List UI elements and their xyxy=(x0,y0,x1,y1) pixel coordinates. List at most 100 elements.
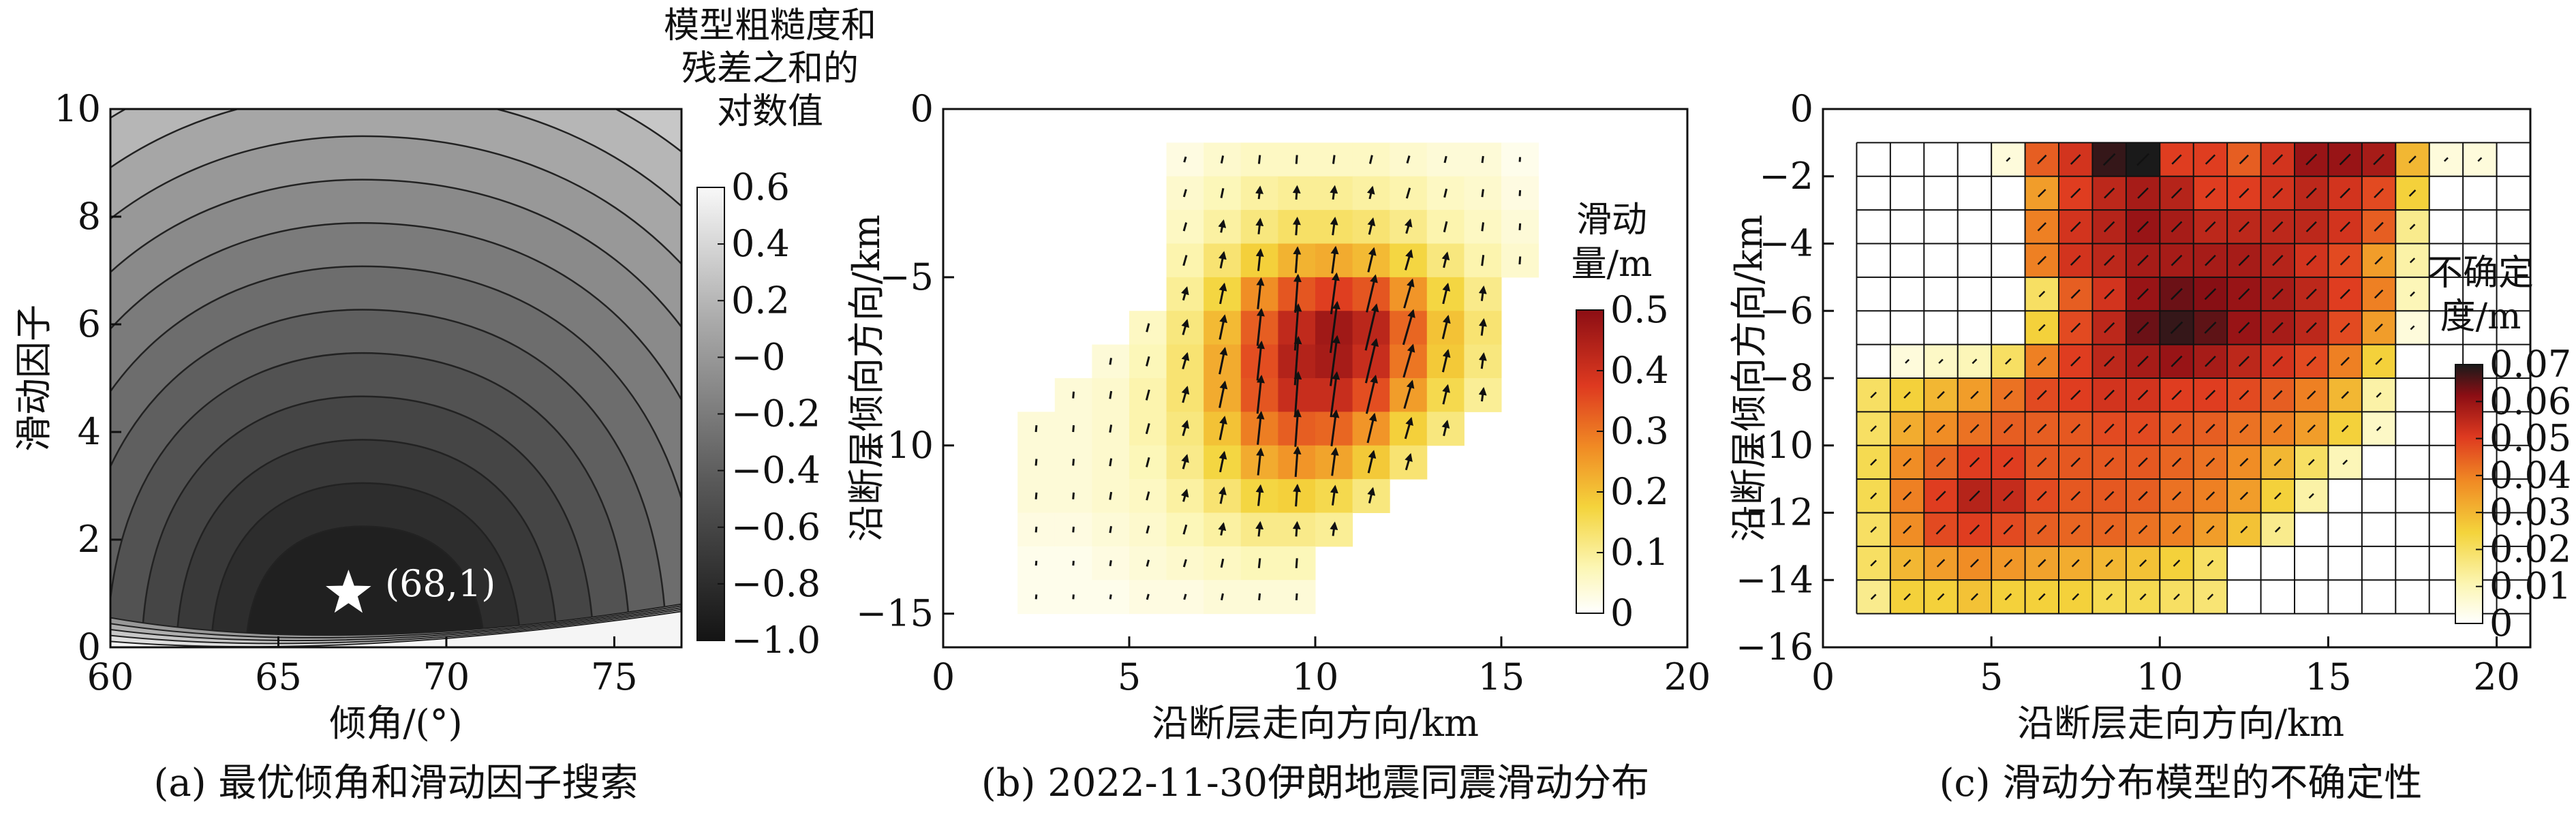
colorbar-b-title-line1: 滑动 xyxy=(1576,200,1647,241)
uncertainty-arrow xyxy=(2003,524,2014,535)
slip-arrow xyxy=(1478,386,1487,402)
uncertainty-arrow xyxy=(2340,322,2350,333)
uncertainty-arrow xyxy=(2272,221,2284,232)
slip-arrow xyxy=(1109,594,1112,600)
slip-arrow xyxy=(1481,155,1484,164)
uncertainty-arrow xyxy=(2305,322,2317,333)
uncertainty-arrow xyxy=(2410,291,2415,297)
slip-arrow xyxy=(1403,278,1415,309)
colorbar-c-bar xyxy=(2455,364,2483,624)
uncertainty-arrow xyxy=(2171,423,2182,434)
slip-arrow xyxy=(1072,391,1075,399)
contour-band xyxy=(110,611,681,647)
slip-arrow xyxy=(1441,349,1451,373)
contour-bottom-bands xyxy=(110,603,681,647)
slip-arrow xyxy=(1295,593,1298,601)
slip-arrow xyxy=(1441,251,1450,268)
uncertainty-arrow xyxy=(1936,424,1946,433)
uncertainty-arrow xyxy=(2239,424,2249,433)
slip-arrow xyxy=(1146,491,1150,501)
slip-arrow xyxy=(1109,358,1112,365)
slip-arrow xyxy=(1257,558,1261,568)
uncertainty-arrow xyxy=(2341,424,2349,433)
uncertainty-arrow xyxy=(2070,390,2081,401)
slip-arrow xyxy=(1218,380,1228,408)
slip-arrow xyxy=(1256,307,1265,346)
slip-arrow xyxy=(1256,374,1265,414)
slip-arrow xyxy=(1072,594,1075,600)
caption-a: (a) 最优倾角和滑动因子搜索 xyxy=(154,761,639,805)
slip-arrow xyxy=(1221,593,1224,601)
uncertainty-arrow xyxy=(2376,426,2382,431)
slip-arrow xyxy=(1442,282,1451,305)
slip-arrow xyxy=(1402,309,1415,345)
uncertainty-arrow xyxy=(2273,492,2282,500)
slip-arrow xyxy=(1146,559,1150,567)
uncertainty-arrow xyxy=(2171,390,2182,401)
colorbar-c-tick-label: 0.07 xyxy=(2489,343,2571,386)
slip-arrow xyxy=(1220,188,1225,198)
uncertainty-arrow xyxy=(1902,491,1912,501)
uncertainty-arrow xyxy=(2137,355,2149,367)
panel-a: 60 65 70 75 0 2 4 6 8 10 (68,1) 0.6 0.4 0.2 −0 −0.2 −0… xyxy=(12,5,876,805)
slip-arrow xyxy=(1256,411,1265,445)
uncertainty-arrow xyxy=(2070,525,2081,535)
uncertainty-arrow xyxy=(2104,288,2115,300)
slip-arrow xyxy=(1218,282,1227,305)
slip-arrow xyxy=(1404,416,1413,439)
uncertainty-arrow xyxy=(2006,157,2011,162)
uncertainty-arrow xyxy=(2204,321,2217,334)
slip-arrow xyxy=(1180,489,1189,502)
slip-arrow xyxy=(1034,459,1038,466)
slip-arrow xyxy=(1181,319,1190,335)
uncertainty-arrow xyxy=(2070,221,2081,232)
uncertainty-arrow xyxy=(2070,356,2081,367)
uncertainty-arrow xyxy=(2340,288,2350,300)
uncertainty-arrow xyxy=(2306,356,2317,367)
uncertainty-arrow xyxy=(2137,389,2149,401)
b-ytick-label: −15 xyxy=(856,592,934,635)
colorbar-b-bar xyxy=(1576,309,1604,614)
uncertainty-arrow xyxy=(2104,255,2115,266)
slip-arrow xyxy=(1182,222,1188,232)
uncertainty-arrow xyxy=(1969,424,1980,433)
b-ytick-label: −5 xyxy=(879,256,934,298)
uncertainty-arrow xyxy=(1903,525,1912,534)
slip-arrow xyxy=(1441,420,1450,437)
slip-arrow xyxy=(1329,300,1340,354)
a-xtick-label: 65 xyxy=(255,655,302,698)
uncertainty-arrow xyxy=(2104,322,2115,333)
colorbar-a-tick-label: −0 xyxy=(731,335,786,378)
uncertainty-arrow xyxy=(2037,525,2047,535)
a-ytick-label: 4 xyxy=(78,410,101,453)
slip-arrow xyxy=(1218,219,1227,233)
uncertainty-arrow xyxy=(2139,593,2147,600)
c-ytick-label: −10 xyxy=(1736,424,1813,467)
colorbar-a-tick-label: −0.2 xyxy=(731,392,821,435)
uncertainty-arrow xyxy=(1970,593,1979,601)
slip-arrow xyxy=(1034,560,1038,566)
uncertainty-arrow xyxy=(2239,457,2249,467)
uncertainty-arrow xyxy=(2273,424,2282,433)
uncertainty-arrow xyxy=(2272,154,2284,165)
colorbar-c-tick-label: 0.01 xyxy=(2489,565,2571,608)
uncertainty-arrow xyxy=(1935,524,1946,535)
uncertainty-arrow xyxy=(2038,559,2046,568)
slip-arrow xyxy=(1072,424,1075,433)
slip-arrow xyxy=(1034,424,1038,433)
uncertainty-arrow xyxy=(2205,390,2216,401)
uncertainty-arrow xyxy=(2104,525,2115,535)
uncertainty-arrow xyxy=(2308,493,2314,499)
slip-arrow xyxy=(1146,323,1150,333)
slip-arrow xyxy=(1146,525,1150,534)
slip-arrow xyxy=(1255,521,1264,537)
slip-arrow xyxy=(1183,156,1187,163)
slip-arrow xyxy=(1182,255,1188,266)
uncertainty-arrow xyxy=(2038,290,2046,298)
slip-arrow xyxy=(1295,558,1298,568)
uncertainty-arrow xyxy=(1903,424,1912,433)
slip-arrow xyxy=(1443,188,1448,198)
uncertainty-arrow xyxy=(2376,392,2382,398)
uncertainty-arrow xyxy=(2239,187,2250,199)
uncertainty-arrow xyxy=(2409,258,2416,264)
